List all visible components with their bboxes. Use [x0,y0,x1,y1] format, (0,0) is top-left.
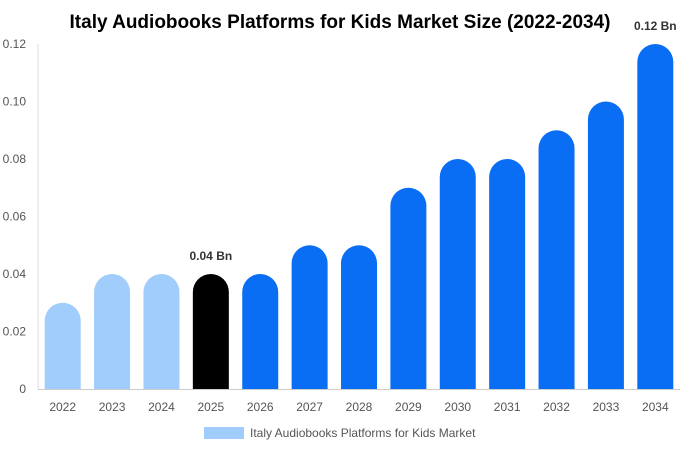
bar-2024 [143,274,180,389]
y-tick-label: 0.10 [3,95,27,109]
bar-2022 [44,302,81,389]
x-tick-label: 2023 [99,400,126,414]
y-tick-label: 0.06 [3,210,27,224]
bar-2028 [341,245,377,389]
x-tick-label: 2026 [247,400,274,414]
data-label-2034: 0.12 Bn [634,19,677,33]
y-axis: 0 0.02 0.04 0.06 0.08 0.10 0.12 [3,37,39,396]
bar-2026 [242,274,279,389]
bar-2033 [587,101,624,389]
chart-title: Italy Audiobooks Platforms for Kids Mark… [70,12,611,33]
data-labels: 0.04 Bn 0.12 Bn [190,19,677,263]
x-tick-label: 2028 [346,400,373,414]
bar-2034 [637,44,674,389]
bar-2029 [390,187,427,389]
x-tick-label: 2031 [494,400,521,414]
x-tick-label: 2033 [593,400,620,414]
x-tick-label: 2032 [543,400,570,414]
y-tick-label: 0 [19,382,26,396]
x-tick-label: 2024 [148,400,175,414]
bars [44,44,674,390]
y-tick-label: 0.04 [3,267,27,281]
bar-2030 [439,159,476,389]
bar-2031 [489,158,526,389]
data-label-2025: 0.04 Bn [190,249,233,263]
x-axis: 2022 2023 2024 2025 2026 2027 2028 2029 2030 2031… [38,389,680,414]
x-tick-label: 2027 [296,400,323,414]
x-tick-label: 2030 [444,400,471,414]
x-tick-label: 2022 [49,400,76,414]
y-tick-label: 0.12 [3,37,27,51]
x-tick-label: 2029 [395,400,422,414]
bar-2025 [192,274,229,389]
bar-2027 [291,245,328,389]
legend: Italy Audiobooks Platforms for Kids Mark… [204,426,476,440]
x-tick-label: 2034 [642,400,669,414]
x-tick-label: 2025 [197,400,224,414]
bar-2023 [94,274,131,389]
y-tick-label: 0.08 [3,152,27,166]
bar-2032 [538,130,575,390]
legend-label: Italy Audiobooks Platforms for Kids Mark… [250,426,476,440]
y-tick-label: 0.02 [3,325,27,339]
legend-swatch [204,427,244,439]
